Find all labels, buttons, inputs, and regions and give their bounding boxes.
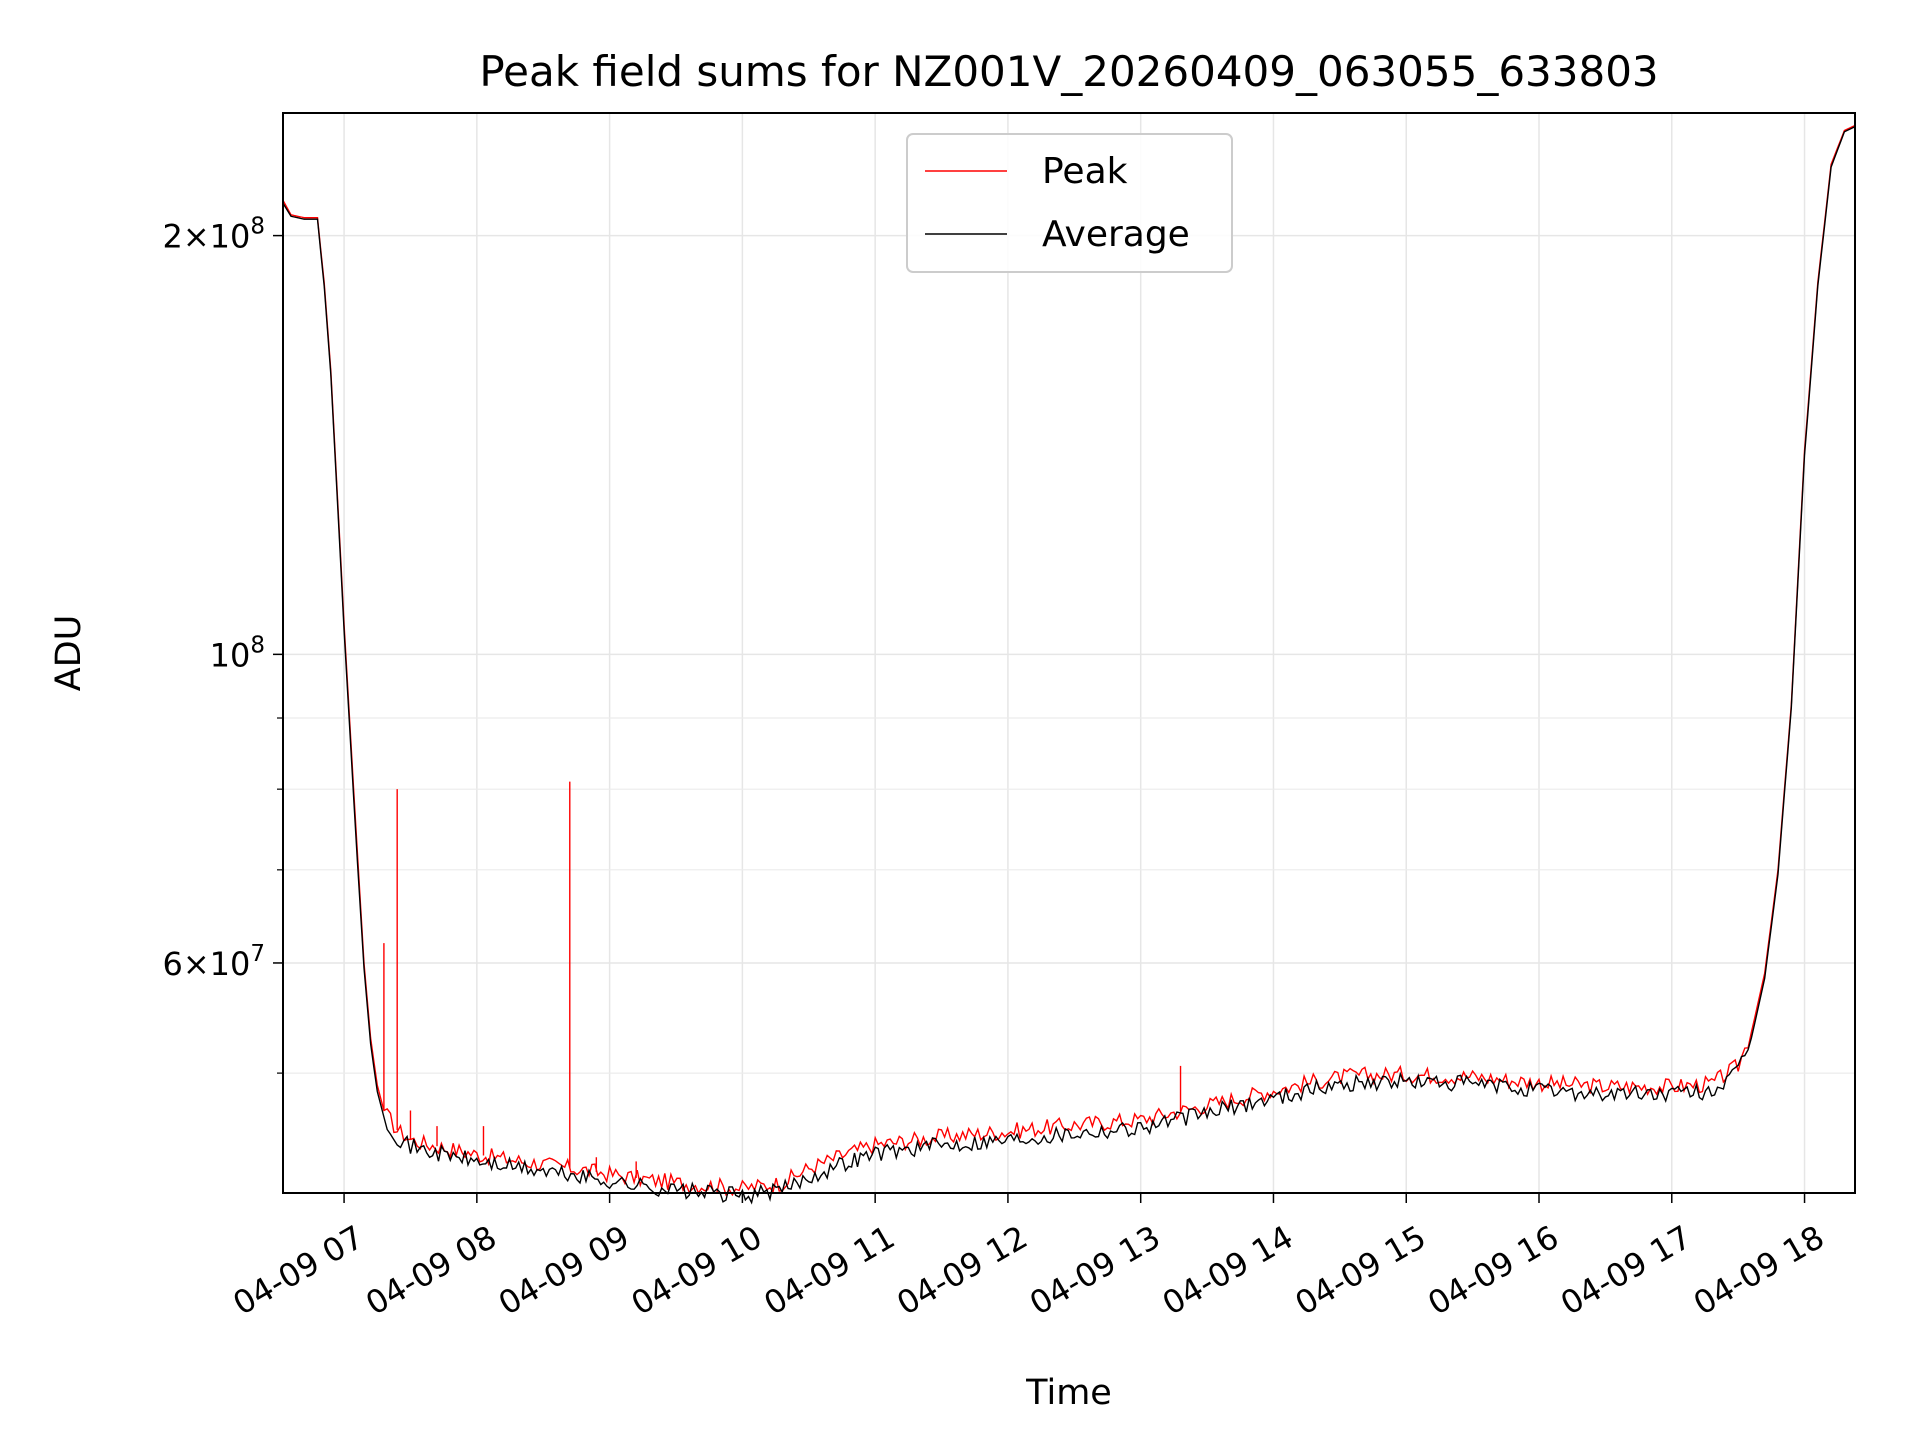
series-peak-line [282, 124, 1856, 1197]
plot-frame [282, 112, 1856, 1194]
y-axis-ticks: 6×107 108 2×108 [162, 214, 283, 1074]
legend-box [906, 133, 1233, 273]
chart-title: Peak field sums for NZ001V_20260409_0630… [479, 47, 1658, 96]
y-tick-label: 108 [210, 632, 265, 674]
y-axis-label: ADU [49, 615, 89, 692]
legend-peak-label: Peak [1042, 151, 1128, 192]
series-layer [282, 124, 1856, 1205]
x-axis-label: Time [1025, 1373, 1112, 1413]
legend-average-label: Average [1042, 214, 1190, 255]
series-average-line [282, 126, 1856, 1205]
y-tick-label: 2×108 [162, 214, 265, 256]
legend: Peak Average [906, 133, 1233, 273]
y-tick-label: 6×107 [162, 941, 265, 983]
